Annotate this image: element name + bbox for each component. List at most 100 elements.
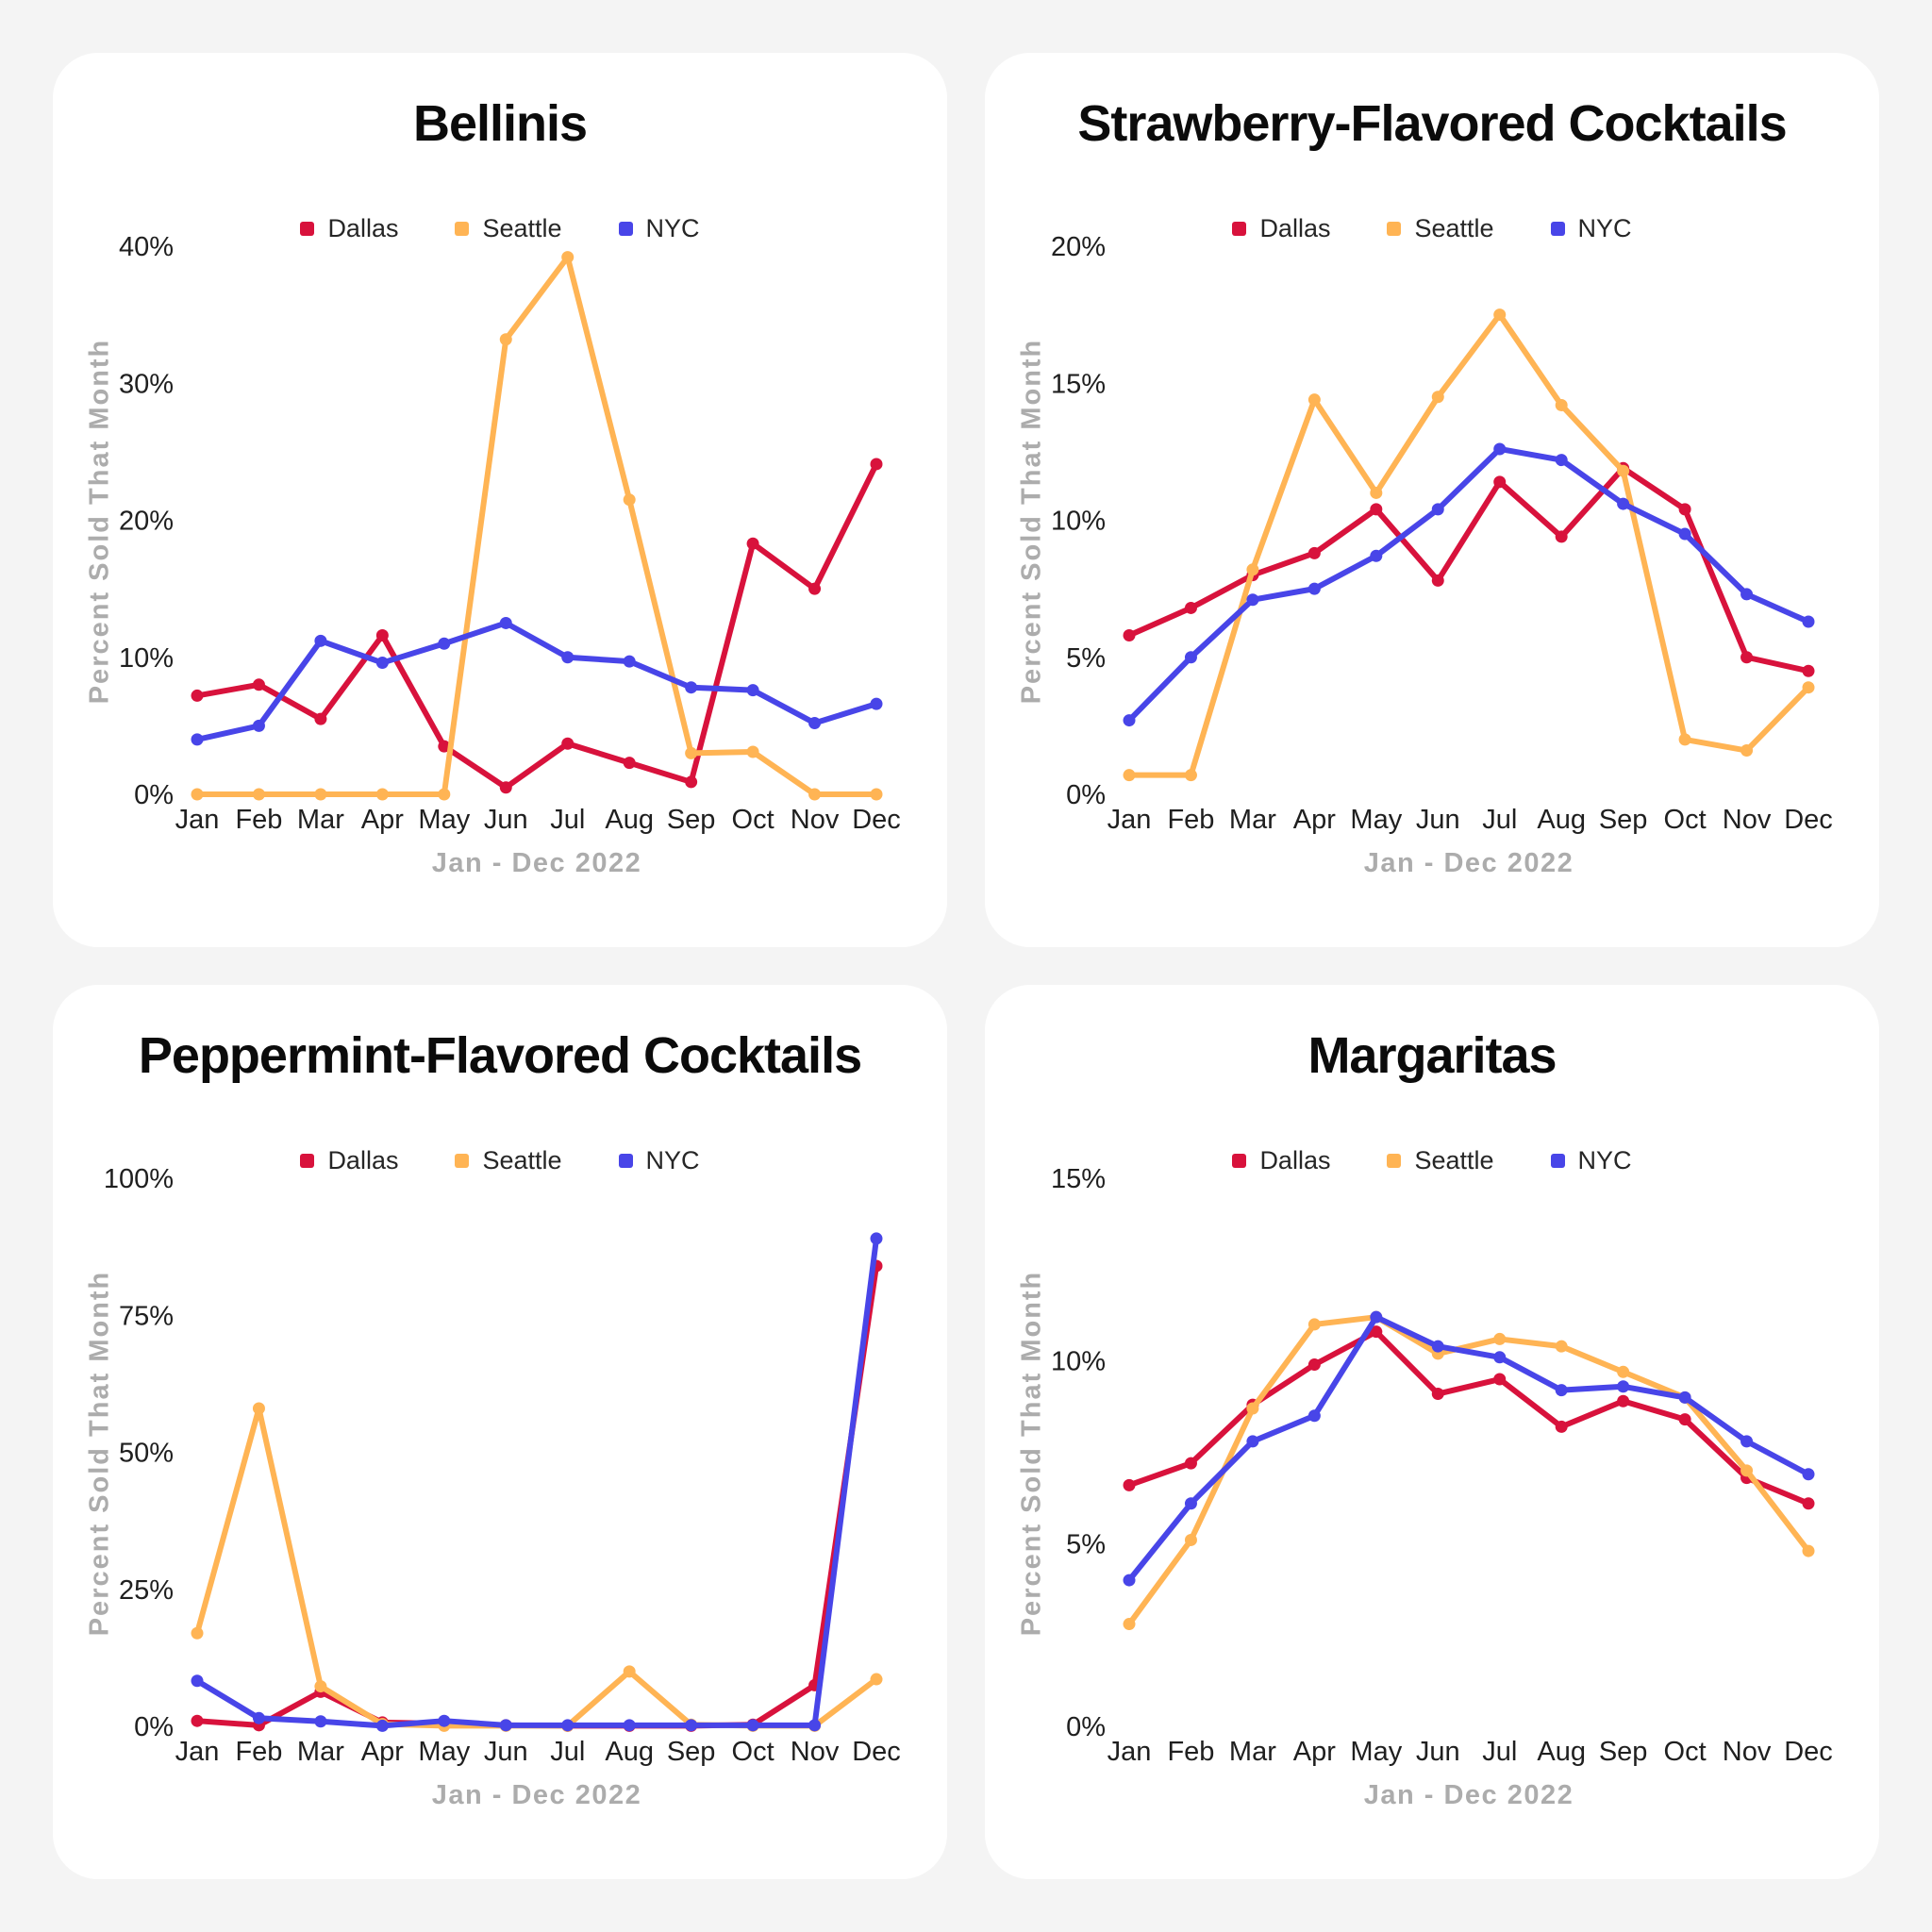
data-point-nyc [685, 1719, 698, 1732]
legend-item-nyc[interactable]: NYC [618, 214, 700, 243]
legend-label: Seattle [1414, 1145, 1494, 1174]
x-tick-label: Dec [852, 1737, 901, 1767]
legend-label: NYC [1577, 213, 1632, 242]
data-point-dallas [746, 537, 759, 550]
legend-swatch-icon [1387, 1153, 1402, 1168]
legend-item-dallas[interactable]: Dallas [1232, 214, 1330, 243]
data-point-dallas [191, 1714, 204, 1727]
x-tick-label: Sep [1599, 1737, 1648, 1767]
data-point-seattle [1802, 681, 1815, 694]
data-point-seattle [1617, 1365, 1630, 1378]
data-point-dallas [685, 775, 698, 789]
data-point-dallas [1802, 1497, 1815, 1510]
series-line-seattle [1126, 311, 1811, 778]
line-chart: 0% 5% 10% 15% Jan Feb Mar Apr May Jun Jul Aug Sep Oct… [1051, 1164, 1833, 1767]
x-axis-label: Jan - Dec 2022 [1363, 1780, 1574, 1810]
legend-item-dallas[interactable]: Dallas [300, 1146, 398, 1175]
data-point-dallas [1740, 651, 1754, 664]
legend-swatch-icon [1550, 1153, 1565, 1168]
x-tick-label: Oct [732, 805, 774, 835]
data-point-seattle [438, 788, 451, 801]
x-tick-label: Jun [1416, 805, 1460, 835]
legend-item-dallas[interactable]: Dallas [300, 214, 398, 243]
legend-item-dallas[interactable]: Dallas [1232, 1146, 1330, 1175]
x-tick-label: Apr [1293, 1737, 1336, 1767]
data-point-nyc [314, 1715, 327, 1728]
x-tick-label: Jul [550, 805, 585, 835]
x-tick-label: May [418, 1737, 470, 1767]
data-point-nyc [499, 1719, 512, 1732]
y-tick-label: 75% [119, 1301, 174, 1331]
data-point-seattle [1431, 391, 1444, 404]
data-point-seattle [1307, 393, 1321, 407]
y-tick-label: 10% [119, 643, 174, 674]
data-point-seattle [746, 745, 759, 758]
legend: Dallas Seattle NYC [985, 1143, 1879, 1177]
x-tick-label: Nov [1723, 1737, 1772, 1767]
data-point-nyc [1370, 549, 1383, 562]
legend-label: Dallas [1259, 213, 1331, 242]
legend-item-seattle[interactable]: Seattle [1387, 1145, 1494, 1175]
chart-title: Margaritas [1307, 1027, 1557, 1084]
data-point-seattle [1123, 1618, 1136, 1631]
y-tick-label: 20% [1051, 232, 1106, 262]
data-point-nyc [623, 655, 636, 668]
series-line-nyc [1126, 445, 1811, 724]
data-point-dallas [1184, 1457, 1197, 1470]
data-point-nyc [375, 657, 389, 670]
data-point-nyc [1493, 442, 1507, 456]
y-tick-label: 30% [119, 369, 174, 399]
data-point-seattle [1740, 744, 1754, 758]
legend-swatch-icon [1550, 221, 1565, 236]
data-point-nyc [1123, 714, 1136, 727]
chart-card-peppermint: Peppermint-Flavored Cocktails Dallas Seat… [53, 985, 947, 1879]
legend-label: Seattle [482, 213, 562, 242]
data-point-dallas [1678, 1413, 1691, 1426]
y-tick-label: 10% [1051, 507, 1106, 537]
x-tick-label: Sep [667, 1737, 716, 1767]
legend-swatch-icon [300, 1153, 315, 1168]
x-tick-label: May [418, 805, 470, 835]
series-line-dallas [194, 460, 879, 791]
legend-item-seattle[interactable]: Seattle [455, 1146, 562, 1175]
x-tick-label: Jun [1416, 1737, 1460, 1767]
data-point-nyc [1678, 527, 1691, 541]
data-point-nyc [1802, 615, 1815, 628]
legend-item-nyc[interactable]: NYC [618, 1146, 700, 1175]
data-point-seattle [499, 333, 512, 346]
legend-item-nyc[interactable]: NYC [1550, 213, 1632, 243]
data-point-nyc [252, 1711, 265, 1724]
data-point-nyc [1307, 582, 1321, 595]
x-tick-label: Aug [605, 805, 654, 835]
line-chart: 0% 25% 50% 75% 100% Jan Feb Mar Apr May Jun Jul Aug S… [104, 1164, 901, 1767]
data-point-seattle [314, 1680, 327, 1693]
chart-title: Bellinis [412, 95, 588, 152]
data-point-nyc [1740, 1435, 1754, 1448]
y-tick-label: 25% [119, 1575, 174, 1606]
x-tick-label: Nov [1723, 805, 1772, 835]
y-tick-label: 10% [1051, 1347, 1106, 1377]
data-point-seattle [1555, 398, 1568, 411]
series-line-dallas [194, 1262, 879, 1729]
legend-label: Dallas [327, 1145, 399, 1174]
legend-item-seattle[interactable]: Seattle [455, 213, 562, 243]
x-tick-label: Mar [297, 805, 344, 835]
data-point-nyc [1123, 1574, 1136, 1587]
x-axis-label: Jan - Dec 2022 [431, 848, 642, 878]
data-point-seattle [1555, 1340, 1568, 1353]
data-point-nyc [1184, 651, 1197, 664]
x-tick-label: Dec [852, 805, 901, 835]
data-point-seattle [1370, 486, 1383, 499]
y-tick-label: 5% [1066, 1529, 1106, 1559]
legend-item-seattle[interactable]: Seattle [1387, 214, 1494, 243]
data-point-seattle [1123, 769, 1136, 782]
data-point-nyc [1617, 1380, 1630, 1393]
legend-label: NYC [1577, 1145, 1632, 1174]
x-tick-label: Jan [175, 1737, 220, 1767]
data-point-seattle [870, 788, 883, 801]
legend-item-nyc[interactable]: NYC [1550, 1145, 1632, 1175]
data-point-nyc [499, 616, 512, 629]
series-line-nyc [194, 1235, 879, 1729]
data-point-seattle [1246, 563, 1259, 576]
data-point-nyc [1431, 1340, 1444, 1353]
